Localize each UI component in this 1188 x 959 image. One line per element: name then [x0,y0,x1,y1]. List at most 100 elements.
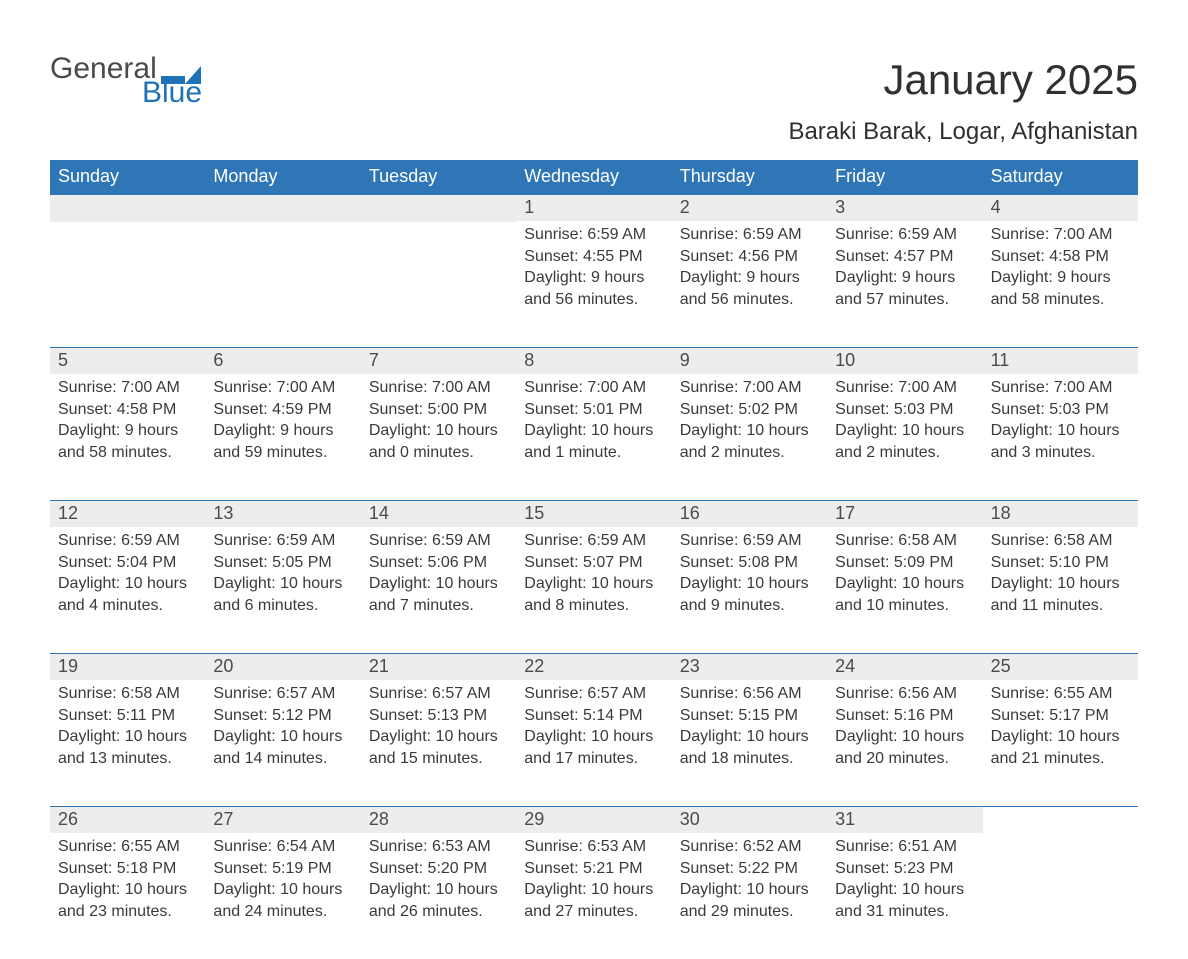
calendar-cell: 26Sunrise: 6:55 AMSunset: 5:18 PMDayligh… [50,807,205,959]
day1-line: Daylight: 9 hours [524,267,663,289]
calendar-cell: 22Sunrise: 6:57 AMSunset: 5:14 PMDayligh… [516,654,671,806]
day1-line: Daylight: 10 hours [680,573,819,595]
day-number: 28 [361,807,516,833]
sunrise-line: Sunrise: 7:00 AM [369,377,508,399]
sunrise-line: Sunrise: 6:57 AM [213,683,352,705]
day2-line: and 26 minutes. [369,901,508,923]
sunset-line: Sunset: 5:16 PM [835,705,974,727]
day-number [50,195,205,222]
sunrise-line: Sunrise: 6:59 AM [680,224,819,246]
sunrise-line: Sunrise: 6:52 AM [680,836,819,858]
day2-line: and 13 minutes. [58,748,197,770]
calendar-cell: 23Sunrise: 6:56 AMSunset: 5:15 PMDayligh… [672,654,827,806]
day-number: 2 [672,195,827,221]
calendar-cell: 11 Sunrise: 7:00 AMSunset: 5:03 PMDayligh… [983,348,1138,500]
day1-line: Daylight: 10 hours [213,879,352,901]
weekday-header: Thursday [672,160,827,194]
day-number: 27 [205,807,360,833]
day1-line: Daylight: 10 hours [369,420,508,442]
day1-line: Daylight: 10 hours [58,879,197,901]
day2-line: and 58 minutes. [58,442,197,464]
day1-line: Daylight: 10 hours [524,420,663,442]
day1-line: Daylight: 9 hours [58,420,197,442]
day1-line: Daylight: 9 hours [680,267,819,289]
calendar-week-row: 5Sunrise: 7:00 AMSunset: 4:58 PMDaylight… [50,347,1138,500]
day2-line: and 27 minutes. [524,901,663,923]
sunset-line: Sunset: 5:13 PM [369,705,508,727]
sunrise-line: Sunrise: 7:00 AM [991,377,1130,399]
day2-line: and 4 minutes. [58,595,197,617]
calendar-cell: 17Sunrise: 6:58 AMSunset: 5:09 PMDayligh… [827,501,982,653]
day2-line: and 57 minutes. [835,289,974,311]
sunrise-line: Sunrise: 6:58 AM [991,530,1130,552]
day1-line: Daylight: 10 hours [524,573,663,595]
day-data: Sunrise: 6:57 AMSunset: 5:14 PMDaylight:… [516,680,671,775]
sunrise-line: Sunrise: 6:59 AM [835,224,974,246]
sunrise-line: Sunrise: 7:00 AM [680,377,819,399]
calendar-cell: 16Sunrise: 6:59 AMSunset: 5:08 PMDayligh… [672,501,827,653]
day2-line: and 7 minutes. [369,595,508,617]
day2-line: and 56 minutes. [524,289,663,311]
day-data: Sunrise: 7:00 AMSunset: 4:58 PMDaylight:… [983,221,1138,316]
day-data: Sunrise: 6:59 AMSunset: 5:06 PMDaylight:… [361,527,516,622]
day1-line: Daylight: 10 hours [835,420,974,442]
day-number: 3 [827,195,982,221]
sunset-line: Sunset: 5:21 PM [524,858,663,880]
sunset-line: Sunset: 5:03 PM [991,399,1130,421]
day-number: 19 [50,654,205,680]
day1-line: Daylight: 9 hours [991,267,1130,289]
sunrise-line: Sunrise: 6:57 AM [369,683,508,705]
day2-line: and 3 minutes. [991,442,1130,464]
day-number: 23 [672,654,827,680]
day1-line: Daylight: 10 hours [369,573,508,595]
calendar-cell: 5Sunrise: 7:00 AMSunset: 4:58 PMDaylight… [50,348,205,500]
day-data: Sunrise: 6:59 AMSunset: 5:04 PMDaylight:… [50,527,205,622]
day-data: Sunrise: 7:00 AMSunset: 5:01 PMDaylight:… [516,374,671,469]
calendar-cell [361,195,516,347]
day-number: 7 [361,348,516,374]
day1-line: Daylight: 10 hours [680,420,819,442]
day2-line: and 8 minutes. [524,595,663,617]
day-number: 25 [983,654,1138,680]
calendar-cell: 9Sunrise: 7:00 AMSunset: 5:02 PMDaylight… [672,348,827,500]
calendar-cell: 24Sunrise: 6:56 AMSunset: 5:16 PMDayligh… [827,654,982,806]
weekday-header: Friday [827,160,982,194]
day1-line: Daylight: 9 hours [213,420,352,442]
day-data: Sunrise: 7:00 AMSunset: 5:00 PMDaylight:… [361,374,516,469]
calendar-week-row: 12Sunrise: 6:59 AMSunset: 5:04 PMDayligh… [50,500,1138,653]
day-number: 20 [205,654,360,680]
sunrise-line: Sunrise: 7:00 AM [213,377,352,399]
day-data: Sunrise: 7:00 AMSunset: 4:59 PMDaylight:… [205,374,360,469]
sunset-line: Sunset: 5:05 PM [213,552,352,574]
day2-line: and 29 minutes. [680,901,819,923]
day-number: 10 [827,348,982,374]
day1-line: Daylight: 10 hours [991,420,1130,442]
calendar-cell: 19Sunrise: 6:58 AMSunset: 5:11 PMDayligh… [50,654,205,806]
sunrise-line: Sunrise: 6:51 AM [835,836,974,858]
day1-line: Daylight: 10 hours [835,879,974,901]
day2-line: and 1 minute. [524,442,663,464]
day-number: 5 [50,348,205,374]
day-data: Sunrise: 7:00 AMSunset: 5:02 PMDaylight:… [672,374,827,469]
calendar-cell: 20Sunrise: 6:57 AMSunset: 5:12 PMDayligh… [205,654,360,806]
sunset-line: Sunset: 5:18 PM [58,858,197,880]
sunrise-line: Sunrise: 6:55 AM [58,836,197,858]
calendar-cell: 28Sunrise: 6:53 AMSunset: 5:20 PMDayligh… [361,807,516,959]
calendar-cell: 10Sunrise: 7:00 AMSunset: 5:03 PMDayligh… [827,348,982,500]
day-number: 31 [827,807,982,833]
day1-line: Daylight: 10 hours [835,726,974,748]
day-number: 8 [516,348,671,374]
day2-line: and 10 minutes. [835,595,974,617]
sunset-line: Sunset: 5:03 PM [835,399,974,421]
day-data: Sunrise: 6:59 AMSunset: 5:05 PMDaylight:… [205,527,360,622]
day-number: 1 [516,195,671,221]
day-number: 18 [983,501,1138,527]
day1-line: Daylight: 10 hours [680,726,819,748]
sunrise-line: Sunrise: 6:53 AM [524,836,663,858]
calendar-cell: 18Sunrise: 6:58 AMSunset: 5:10 PMDayligh… [983,501,1138,653]
calendar-cell [205,195,360,347]
day-number: 11 [983,348,1138,374]
day-number: 4 [983,195,1138,221]
sunrise-line: Sunrise: 6:55 AM [991,683,1130,705]
day2-line: and 6 minutes. [213,595,352,617]
